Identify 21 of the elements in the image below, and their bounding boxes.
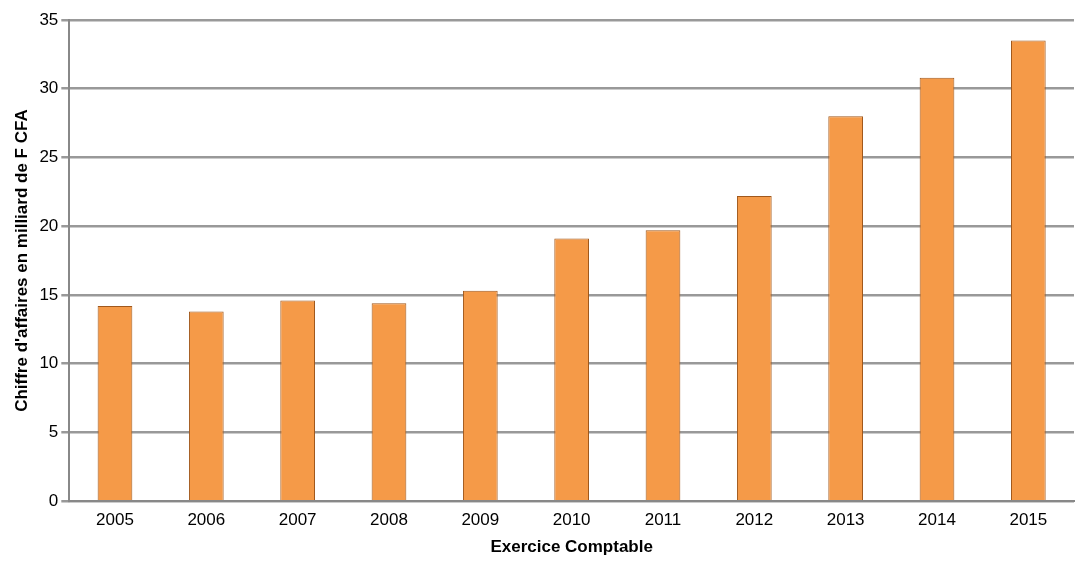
x-tick-label: 2014 — [918, 510, 956, 530]
x-tick-label: 2015 — [1009, 510, 1048, 530]
x-tick-label: 2006 — [187, 510, 226, 530]
y-tick-label: 0 — [48, 490, 59, 510]
x-axis-title: Exercice Comptable — [490, 537, 653, 557]
x-tick-label: 2013 — [826, 510, 865, 530]
x-tick-label: 2008 — [370, 510, 408, 530]
y-tick-label: 20 — [39, 215, 59, 235]
y-tick-label: 30 — [39, 78, 59, 98]
y-tick-label: 10 — [39, 353, 59, 373]
x-tick-label: 2011 — [644, 510, 682, 530]
x-tick-label: 2007 — [278, 510, 317, 530]
y-axis-title: Chiffre d'affaires en milliard de F CFA — [11, 109, 31, 412]
x-tick-label: 2010 — [552, 510, 591, 530]
y-tick-label: 25 — [39, 147, 59, 167]
x-tick-label: 2009 — [461, 510, 500, 530]
y-tick-label: 15 — [39, 284, 59, 304]
x-tick-label: 2005 — [96, 510, 134, 530]
y-tick-label: 5 — [48, 422, 59, 442]
y-tick-label: 35 — [39, 9, 59, 29]
x-tick-label: 2012 — [735, 510, 774, 530]
